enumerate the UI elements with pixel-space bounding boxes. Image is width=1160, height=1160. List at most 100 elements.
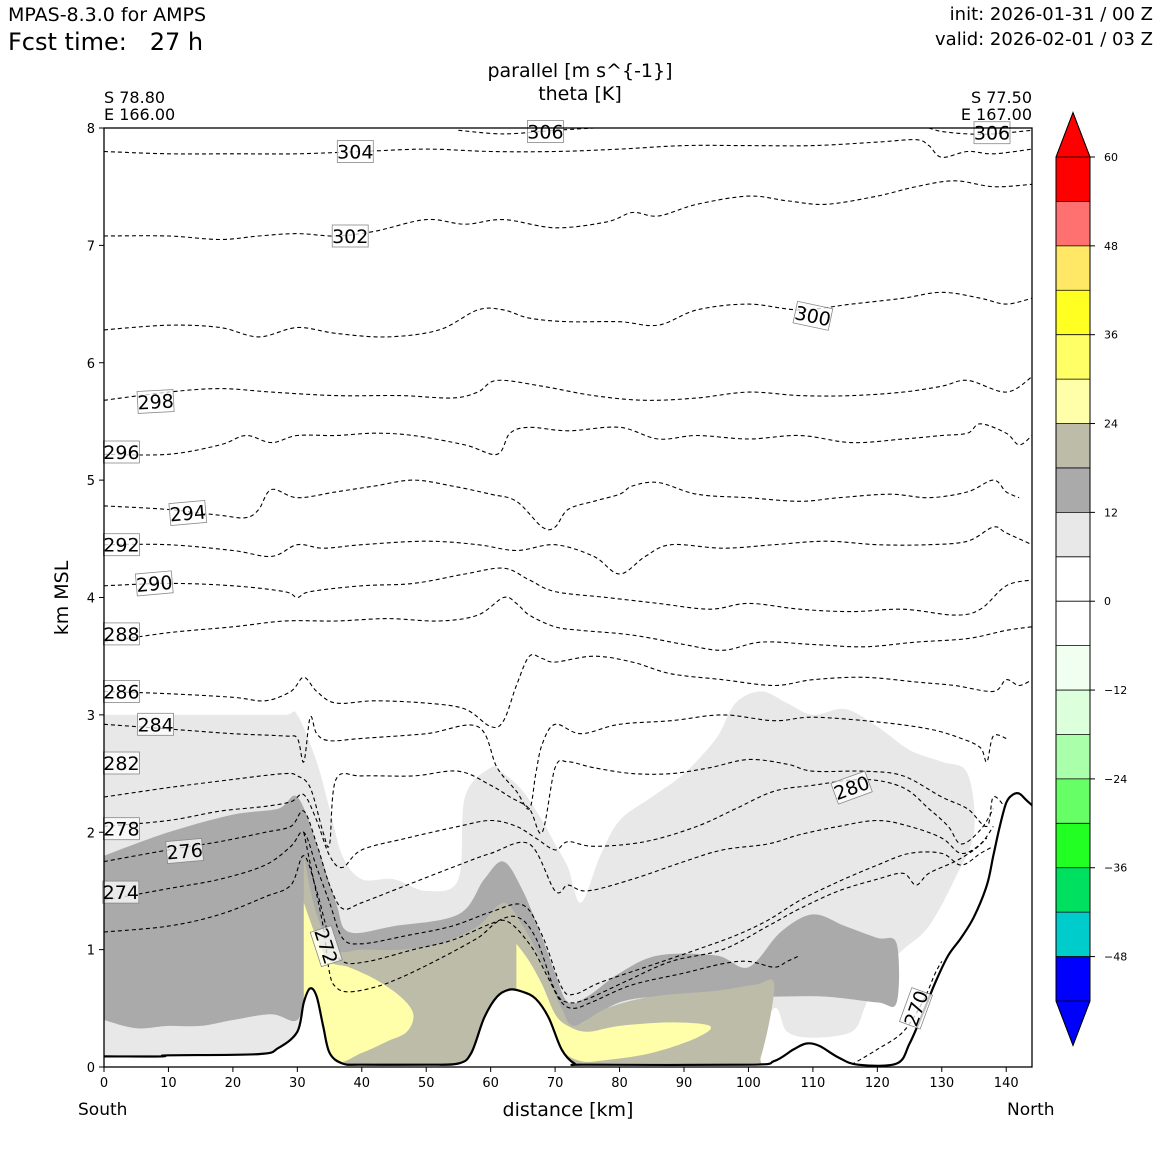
model-title: MPAS-8.3.0 for AMPS xyxy=(8,4,207,26)
y-tick-label: 5 xyxy=(87,474,95,489)
contour-label-box xyxy=(527,120,564,143)
x-tick-label: 10 xyxy=(160,1076,177,1091)
y-tick-label: 0 xyxy=(87,1061,95,1076)
start-longitude: E 166.00 xyxy=(104,105,176,124)
x-tick-label: 20 xyxy=(225,1076,242,1091)
theta-contour-288 xyxy=(104,596,1032,651)
theta-contour-284 xyxy=(104,714,1007,810)
contour-label-text: 292 xyxy=(103,535,139,557)
x-tick-label: 130 xyxy=(929,1076,954,1091)
x-tick-label: 110 xyxy=(800,1076,825,1091)
colorbar-segment xyxy=(1056,556,1090,602)
contour-label-box xyxy=(331,224,369,248)
x-tick-label: 100 xyxy=(736,1076,761,1091)
end-latitude: S 77.50 xyxy=(970,88,1032,107)
contour-label-box xyxy=(309,925,343,968)
x-tick-label: 30 xyxy=(289,1076,306,1091)
contour-label-284: 284 xyxy=(137,712,175,736)
colorbar-segment xyxy=(1056,157,1090,202)
colorbar: 60 48 36 24 12 0 −12 −24 −36 −48 xyxy=(1055,111,1127,1047)
forecast-time-label: Fcst time: xyxy=(8,28,127,56)
colorbar-segment xyxy=(1056,956,1090,1001)
contour-label-layer: 2702722742762782802822842862882902922942… xyxy=(102,120,1011,1030)
y-axis: 0 1 2 3 4 5 6 7 8 xyxy=(87,122,104,1076)
theta-contour-286 xyxy=(104,653,1032,729)
contour-label-text: 276 xyxy=(166,839,204,864)
theta-contour-300 xyxy=(104,291,1032,338)
north-direction-label: North xyxy=(1007,1100,1055,1120)
contour-label-text: 300 xyxy=(793,302,833,331)
colorbar-tick-label: 12 xyxy=(1104,506,1118,519)
colorbar-over-extension xyxy=(1055,111,1091,158)
theta-contour-272 xyxy=(303,832,801,1009)
contour-label-286: 286 xyxy=(103,680,140,703)
colorbar-segment xyxy=(1056,512,1090,557)
contour-label-306: 306 xyxy=(973,121,1011,145)
contour-label-288: 288 xyxy=(103,622,140,646)
colorbar-tick-label: 36 xyxy=(1104,329,1118,342)
colorbar-segment xyxy=(1056,290,1090,335)
theta-contour-306 xyxy=(458,128,594,135)
x-axis: 0 10 20 30 40 50 60 70 80 90 100 110 120 130 140 xyxy=(100,1067,1019,1091)
contour-label-282: 282 xyxy=(103,751,140,775)
contour-label-278: 278 xyxy=(103,817,140,841)
south-direction-label: South xyxy=(78,1100,128,1120)
contour-label-text: 298 xyxy=(137,391,174,415)
colorbar-tick-label: −24 xyxy=(1104,773,1127,786)
end-longitude: E 167.00 xyxy=(960,105,1032,124)
theta-contour-282 xyxy=(104,758,1007,848)
contour-label-box xyxy=(792,300,834,331)
contour-label-text: 288 xyxy=(103,624,139,646)
theta-contour-276 xyxy=(104,831,994,996)
colorbar-tick-label: 60 xyxy=(1104,151,1118,164)
contour-label-text: 282 xyxy=(103,753,139,775)
contour-label-298: 298 xyxy=(136,389,175,415)
forecast-time: Fcst time: 27 h xyxy=(8,28,203,56)
contour-label-text: 290 xyxy=(135,572,173,597)
contour-label-274: 274 xyxy=(102,880,140,904)
y-tick-label: 6 xyxy=(87,357,95,372)
theta-contour-278 xyxy=(104,810,994,910)
contour-label-306: 306 xyxy=(527,120,564,144)
contour-label-text: 286 xyxy=(103,681,139,703)
plot-title-wind: parallel [m s^{-1}] xyxy=(487,60,673,82)
contour-label-box xyxy=(102,880,140,904)
colorbar-segment xyxy=(1056,912,1090,957)
contour-label-text: 306 xyxy=(974,123,1010,145)
y-tick-label: 4 xyxy=(87,592,95,607)
x-tick-label: 50 xyxy=(418,1076,435,1091)
colorbar-tick-label: 24 xyxy=(1104,418,1118,431)
plot-title-theta: theta [K] xyxy=(538,83,622,105)
terrain-layer xyxy=(103,792,1033,1067)
contour-label-box xyxy=(137,712,175,736)
contour-label-text: 296 xyxy=(103,442,139,464)
terrain-mask xyxy=(104,793,1032,1067)
theta-contour-298 xyxy=(104,376,1032,401)
colorbar-segment xyxy=(1056,245,1090,291)
colorbar-segment xyxy=(1056,867,1090,913)
colorbar-tick-label: −36 xyxy=(1104,862,1127,875)
contour-label-box xyxy=(898,987,934,1030)
contour-label-box xyxy=(973,121,1011,145)
colorbar-segment xyxy=(1056,423,1090,468)
theta-contour-290 xyxy=(104,567,1032,616)
contour-label-text: 306 xyxy=(527,122,563,144)
x-tick-label: 40 xyxy=(354,1076,371,1091)
contour-label-box xyxy=(168,500,208,526)
forecast-time-value: 27 h xyxy=(149,28,204,56)
colorbar-tick-label: 0 xyxy=(1104,595,1111,608)
contour-label-300: 300 xyxy=(792,300,834,331)
theta-contour-296 xyxy=(104,423,1032,456)
theta-contour-304 xyxy=(104,139,1032,158)
contour-label-294: 294 xyxy=(168,500,208,527)
colorbar-segment xyxy=(1056,201,1090,246)
colorbar-segment xyxy=(1056,823,1090,868)
x-tick-label: 70 xyxy=(547,1076,564,1091)
colorbar-under-extension xyxy=(1055,1000,1091,1047)
theta-contour-292 xyxy=(104,526,1032,575)
theta-contour-302 xyxy=(104,180,1032,241)
contour-label-box xyxy=(830,770,873,805)
colorbar-tick-label: −48 xyxy=(1104,951,1127,964)
contour-label-text: 304 xyxy=(337,142,373,164)
contour-label-box xyxy=(165,838,204,864)
